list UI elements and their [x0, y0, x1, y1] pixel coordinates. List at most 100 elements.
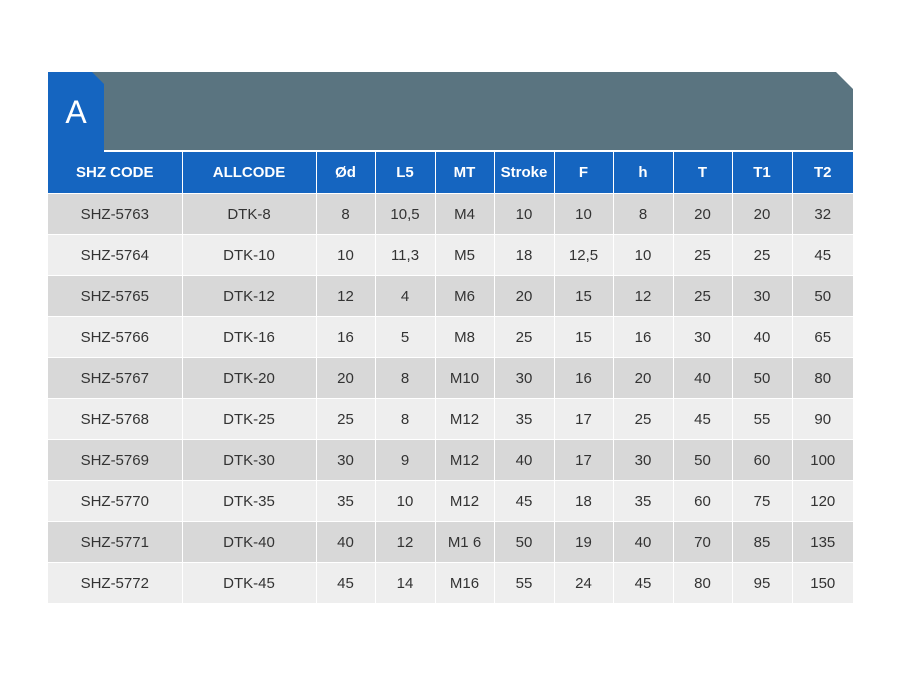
table-cell: M16 [434, 562, 494, 603]
table-cell: 25 [731, 234, 792, 276]
column-header: Stroke [493, 152, 554, 194]
table-cell: 15 [553, 275, 613, 317]
table-cell: 11,3 [374, 234, 435, 276]
table-cell: 40 [612, 521, 673, 563]
table-row: SHZ-5765 DTK-12 12 4 M6 20 15 12 25 30 50 [48, 275, 853, 317]
table-cell: 8 [374, 398, 435, 440]
table-cell: 20 [672, 193, 732, 235]
table-cell: SHZ-5767 [48, 357, 182, 399]
table-cell: 100 [791, 439, 853, 481]
column-header: T2 [791, 152, 853, 194]
table-cell: 45 [493, 480, 554, 522]
column-header: F [553, 152, 613, 194]
table-cell: 35 [612, 480, 673, 522]
table-cell: 19 [553, 521, 613, 563]
column-header: T1 [731, 152, 792, 194]
table-cell: 60 [672, 480, 732, 522]
table-cell: 50 [731, 357, 792, 399]
table-cell: DTK-30 [181, 439, 316, 481]
table-cell: 90 [791, 398, 853, 440]
table-cell: 50 [672, 439, 732, 481]
table-cell: 17 [553, 398, 613, 440]
table-cell: 32 [791, 193, 853, 235]
table-cell: SHZ-5763 [48, 193, 182, 235]
table-cell: 10,5 [374, 193, 435, 235]
table-cell: 135 [791, 521, 853, 563]
table-cell: 45 [612, 562, 673, 603]
table-cell: 40 [315, 521, 375, 563]
table-cell: 20 [612, 357, 673, 399]
table-row: SHZ-5772 DTK-45 45 14 M16 55 24 45 80 95 150 [48, 562, 853, 603]
table-cell: SHZ-5770 [48, 480, 182, 522]
spec-table: SHZ CODE ALLCODE Ød L5 MT Stroke F h T T… [48, 152, 853, 603]
table-cell: 10 [612, 234, 673, 276]
table-cell: M4 [434, 193, 494, 235]
table-cell: 40 [672, 357, 732, 399]
table-cell: 45 [315, 562, 375, 603]
table-cell: 25 [672, 234, 732, 276]
table-cell: 120 [791, 480, 853, 522]
table-cell: 30 [612, 439, 673, 481]
table-cell: M5 [434, 234, 494, 276]
table-cell: 20 [493, 275, 554, 317]
table-cell: 80 [791, 357, 853, 399]
column-header: L5 [374, 152, 435, 194]
column-header: Ød [315, 152, 375, 194]
table-cell: M10 [434, 357, 494, 399]
table-cell: 8 [612, 193, 673, 235]
table-cell: 12,5 [553, 234, 613, 276]
table-cell: 16 [612, 316, 673, 358]
table-cell: 5 [374, 316, 435, 358]
table-cell: 40 [493, 439, 554, 481]
table-cell: M8 [434, 316, 494, 358]
table-cell: 40 [731, 316, 792, 358]
table-row: SHZ-5769 DTK-30 30 9 M12 40 17 30 50 60 100 [48, 439, 853, 481]
table-cell: 55 [731, 398, 792, 440]
table-cell: 17 [553, 439, 613, 481]
table-cell: M12 [434, 439, 494, 481]
table-cell: 30 [731, 275, 792, 317]
table-cell: 25 [672, 275, 732, 317]
table-cell: 18 [553, 480, 613, 522]
table-cell: 15 [553, 316, 613, 358]
table-cell: 45 [791, 234, 853, 276]
table-cell: 18 [493, 234, 554, 276]
table-cell: DTK-25 [181, 398, 316, 440]
section-letter: A [65, 94, 87, 130]
table-row: SHZ-5771 DTK-40 40 12 M1 6 50 19 40 70 85 135 [48, 521, 853, 563]
table-cell: DTK-45 [181, 562, 316, 603]
table-row: SHZ-5768 DTK-25 25 8 M12 35 17 25 45 55 90 [48, 398, 853, 440]
table-cell: M12 [434, 398, 494, 440]
table-cell: 45 [672, 398, 732, 440]
table-cell: 20 [315, 357, 375, 399]
table-cell: 10 [493, 193, 554, 235]
table-cell: SHZ-5764 [48, 234, 182, 276]
table-cell: 20 [731, 193, 792, 235]
table-cell: M6 [434, 275, 494, 317]
column-header: h [612, 152, 673, 194]
table-cell: M1 6 [434, 521, 494, 563]
table-cell: 95 [731, 562, 792, 603]
section-badge: A [48, 72, 104, 152]
table-cell: 8 [374, 357, 435, 399]
table-cell: 50 [791, 275, 853, 317]
table-cell: 12 [315, 275, 375, 317]
table-cell: 4 [374, 275, 435, 317]
table-cell: 10 [315, 234, 375, 276]
table-body: SHZ-5763 DTK-8 8 10,5 M4 10 10 8 20 20 32 SHZ-5764 D… [48, 193, 853, 603]
table-row: SHZ-5767 DTK-20 20 8 M10 30 16 20 40 50 80 [48, 357, 853, 399]
table-row: SHZ-5766 DTK-16 16 5 M8 25 15 16 30 40 65 [48, 316, 853, 358]
table-cell: SHZ-5765 [48, 275, 182, 317]
table-cell: 150 [791, 562, 853, 603]
column-header: T [672, 152, 732, 194]
table-cell: 24 [553, 562, 613, 603]
table-cell: 25 [493, 316, 554, 358]
table-cell: 16 [553, 357, 613, 399]
table-cell: 12 [374, 521, 435, 563]
table-header-row: SHZ CODE ALLCODE Ød L5 MT Stroke F h T T… [48, 152, 853, 194]
table-cell: SHZ-5769 [48, 439, 182, 481]
table-cell: 35 [315, 480, 375, 522]
table-cell: 25 [612, 398, 673, 440]
table-cell: DTK-20 [181, 357, 316, 399]
table-cell: 16 [315, 316, 375, 358]
